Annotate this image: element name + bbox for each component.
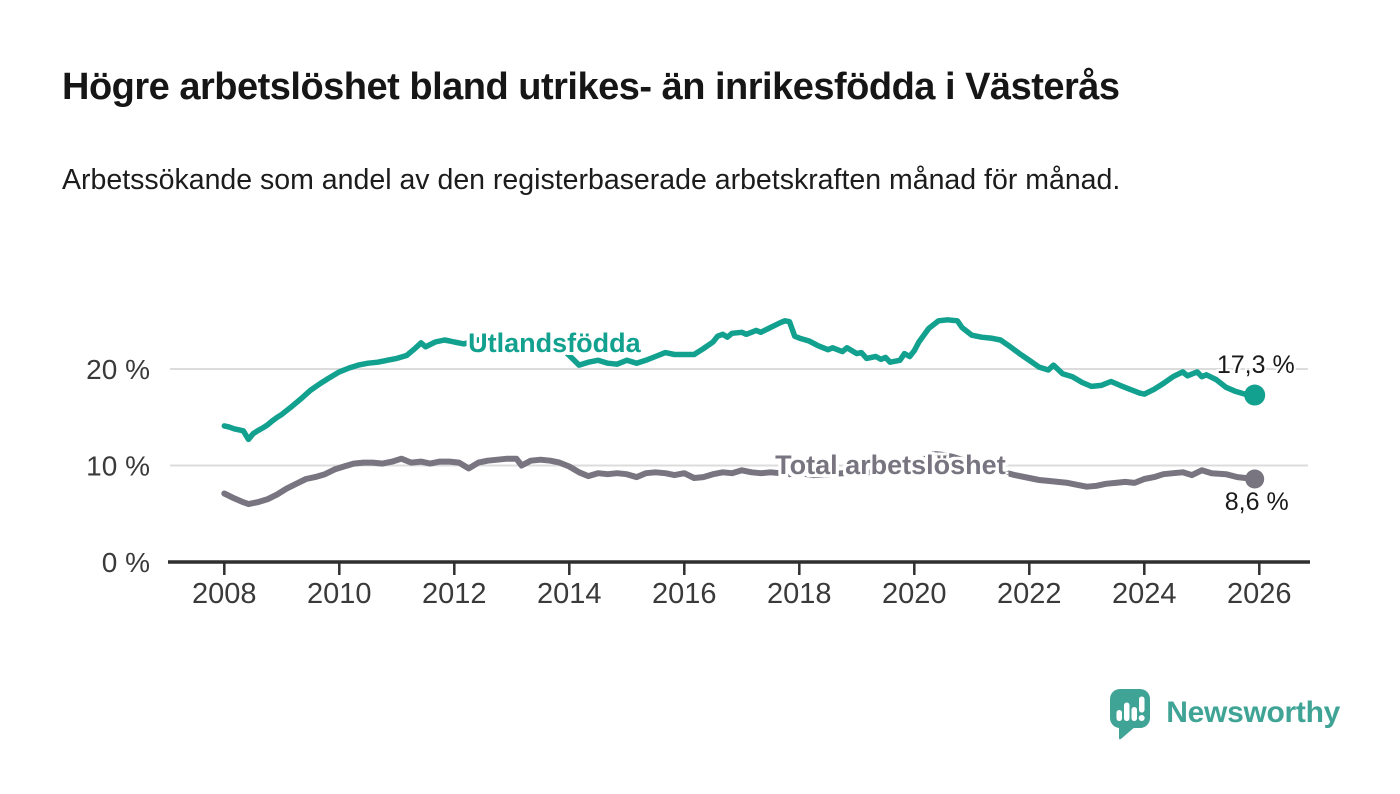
x-tick-label: 2014 [537, 578, 602, 610]
x-tick-label: 2026 [1227, 578, 1292, 610]
x-tick-label: 2024 [1112, 578, 1177, 610]
newsworthy-logo-text: Newsworthy [1166, 696, 1340, 729]
series-label-utlandsfodda: Utlandsfödda [468, 327, 641, 358]
end-value-label-total: 8,6 % [1224, 488, 1289, 516]
y-tick-label: 20 % [86, 354, 150, 385]
chart-subtitle: Arbetssökande som andel av den registerb… [62, 164, 1121, 196]
x-tick-label: 2018 [767, 578, 832, 610]
series-end-dot-total [1245, 469, 1265, 489]
x-tick-label: 2008 [192, 578, 257, 610]
x-tick-label: 2020 [882, 578, 947, 610]
series-line-utlandsfodda [221, 317, 1258, 443]
end-value-label-utlandsfodda: 17,3 % [1216, 351, 1295, 380]
x-tick-label: 2010 [307, 578, 372, 610]
newsworthy-bubble-chart-icon [1110, 689, 1151, 740]
x-tick-label: 2016 [652, 578, 717, 610]
newsworthy-logo: Newsworthy [1107, 686, 1340, 740]
series-end-dot-utlandsfodda [1244, 384, 1266, 406]
series-line-total [221, 450, 1258, 508]
y-tick-label: 10 % [86, 451, 150, 482]
x-tick-label: 2012 [422, 578, 487, 610]
y-tick-label: 0 % [102, 547, 150, 578]
page-title: Högre arbetslöshet bland utrikes- än inr… [62, 66, 1120, 108]
x-tick-label: 2022 [997, 578, 1062, 610]
series-label-total-arbetsloshet: Total arbetslöshet [775, 449, 1006, 480]
